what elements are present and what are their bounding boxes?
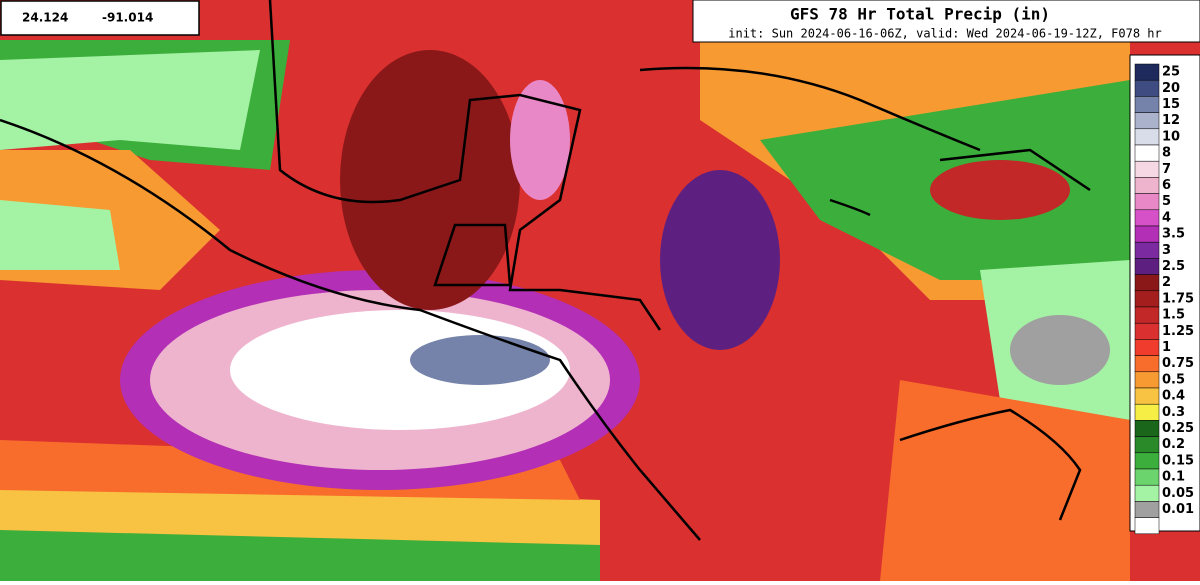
legend-label: 0.5 [1162,372,1185,387]
legend-label: 0.01 [1162,502,1194,517]
legend-label: 4 [1162,210,1171,225]
legend-label: 0.2 [1162,437,1185,452]
legend-swatch [1134,225,1160,243]
legend-label: 0.3 [1162,405,1185,420]
legend-label: 10 [1162,129,1180,144]
legend-label: 0.15 [1162,453,1194,468]
legend-swatch [1134,322,1160,340]
legend-label: 8 [1162,146,1171,161]
legend-swatch [1134,112,1160,130]
longitude: -91.014 [102,11,153,25]
map-subtitle: init: Sun 2024-06-16-06Z, valid: Wed 202… [728,27,1161,41]
legend-swatch [1134,501,1160,518]
legend-label: 6 [1162,178,1171,193]
legend-swatch [1134,63,1160,81]
legend-swatch [1134,274,1160,292]
legend-swatch [1134,355,1160,373]
legend-swatch [1134,420,1160,437]
legend-swatch [1134,258,1160,275]
legend-swatch [1134,290,1160,308]
coordinates-box: 24.124 -91.014 [0,0,200,36]
legend-swatch [1134,517,1160,535]
legend-swatch [1134,484,1160,502]
legend-label: 0.05 [1162,486,1194,501]
title-box: GFS 78 Hr Total Precip (in) init: Sun 20… [692,0,1200,43]
legend-swatch [1134,209,1160,227]
legend-label: 3 [1162,243,1171,258]
legend-swatch [1134,452,1160,470]
legend-label: 0.4 [1162,389,1185,404]
legend-label: 15 [1162,97,1180,112]
legend-swatch [1134,193,1160,211]
legend-swatch [1134,436,1160,454]
legend-label: 5 [1162,194,1171,209]
legend-swatch [1134,96,1160,113]
legend-label: 0.75 [1162,356,1194,371]
latitude: 24.124 [22,11,68,25]
legend-label: 2.5 [1162,259,1185,274]
legend-label: 20 [1162,81,1180,96]
legend-label: 1 [1162,340,1171,355]
legend-label: 2 [1162,275,1171,290]
legend-swatch [1134,241,1160,259]
legend-swatch [1134,306,1160,324]
legend-label: 1.75 [1162,291,1194,306]
legend-label: 7 [1162,162,1171,177]
legend-label: 1.25 [1162,324,1194,339]
legend-swatch [1134,371,1160,389]
legend-swatch [1134,160,1160,178]
legend-label: 25 [1162,65,1180,80]
map-title: GFS 78 Hr Total Precip (in) [790,5,1050,24]
legend-label: 1.5 [1162,308,1185,323]
legend-label: 12 [1162,113,1180,128]
legend-swatch [1134,128,1160,146]
legend-swatch [1134,339,1160,356]
legend-swatch [1134,468,1160,486]
legend-label: 0.25 [1162,421,1194,436]
legend-swatch [1134,403,1160,421]
legend: 2520151210876543.532.521.751.51.2510.750… [1129,54,1200,535]
legend-swatch [1134,79,1160,97]
coastlines [0,0,1091,541]
legend-swatch [1134,387,1160,405]
legend-label: 3.5 [1162,227,1185,242]
legend-swatch [1134,144,1160,162]
legend-swatch [1134,177,1160,194]
legend-label: 0.1 [1162,470,1185,485]
